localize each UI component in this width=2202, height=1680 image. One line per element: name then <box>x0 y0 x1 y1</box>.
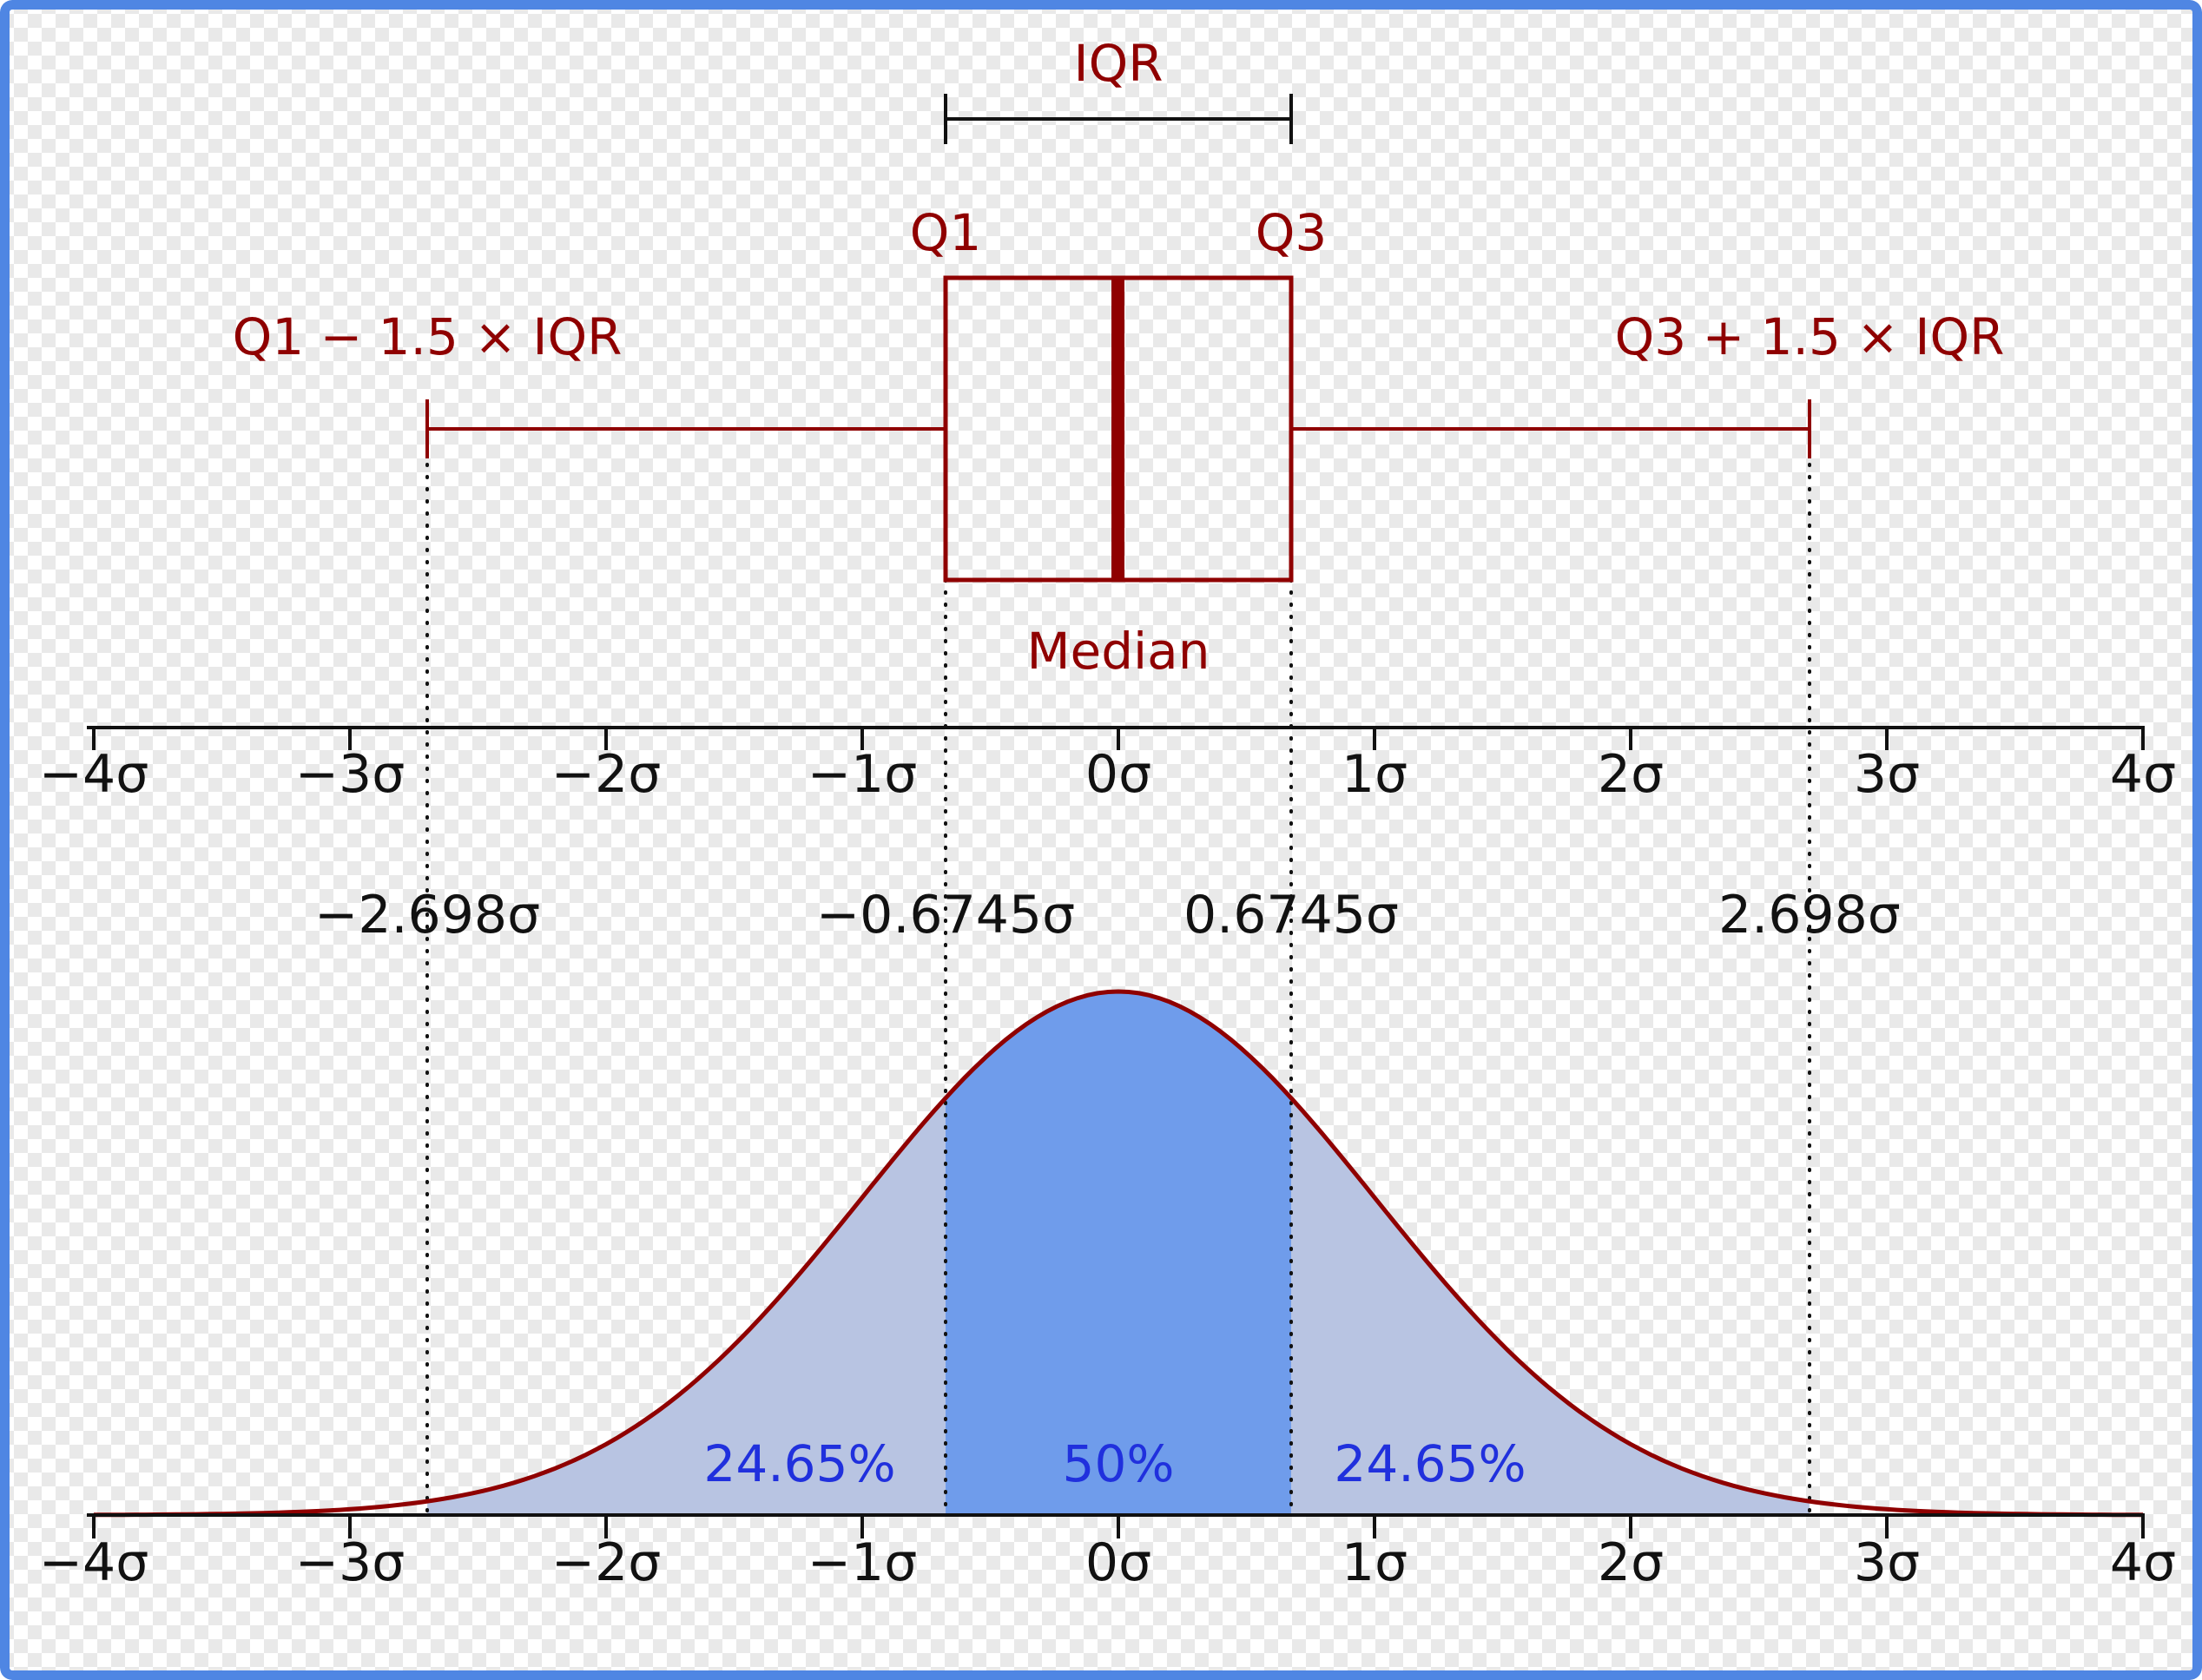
upper-axis-ticks <box>92 728 2145 750</box>
pdf-center-fill <box>946 992 1291 1515</box>
pdf-curve <box>94 989 2143 1518</box>
lower-axis-tick-label: −2σ <box>550 1532 662 1593</box>
lower-axis-tick-label: 2σ <box>1597 1532 1665 1593</box>
lower-axis-tick-label: 4σ <box>2109 1532 2177 1593</box>
upper-axis-tick-label: −1σ <box>807 744 918 805</box>
upper-axis-tick-label: 2σ <box>1597 744 1665 805</box>
left-tail-percent-label: 24.65% <box>703 1434 896 1493</box>
lower-axis <box>87 1513 2145 1538</box>
lower-fence-label: Q1 − 1.5 × IQR <box>232 307 623 366</box>
quantile-dotted-lines <box>425 463 1811 1517</box>
iqr-bracket <box>944 94 1293 144</box>
right-tail-percent-label: 24.65% <box>1334 1434 1526 1493</box>
lower-axis-tick-label: −4σ <box>38 1532 149 1593</box>
center-percent-label: 50% <box>1062 1434 1175 1493</box>
upper-axis-tick-label: −4σ <box>38 744 149 805</box>
q3-label: Q3 <box>1255 203 1328 262</box>
median-line <box>1111 278 1124 580</box>
upper-axis-tick-label: 4σ <box>2109 744 2177 805</box>
lower-axis-tick-label: 1σ <box>1341 1532 1408 1593</box>
lower-axis-ticks <box>92 1515 2145 1538</box>
quantile-label: 0.6745σ <box>1183 885 1399 945</box>
upper-axis-tick-label: −2σ <box>550 744 662 805</box>
quantile-label: −2.698σ <box>314 885 541 945</box>
upper-axis-tick-label: −3σ <box>294 744 405 805</box>
upper-axis-tick-label: 1σ <box>1341 744 1408 805</box>
upper-axis <box>87 726 2145 750</box>
quantile-label: −0.6745σ <box>815 885 1076 945</box>
quantile-label: 2.698σ <box>1718 885 1901 945</box>
lower-axis-tick-label: 0σ <box>1085 1532 1152 1593</box>
iqr-label: IQR <box>1073 34 1164 93</box>
median-label: Median <box>1026 622 1210 681</box>
upper-fence-label: Q3 + 1.5 × IQR <box>1614 307 2005 366</box>
upper-axis-tick-label: 0σ <box>1085 744 1152 805</box>
q1-label: Q1 <box>909 203 982 262</box>
pdf-left-tail-fill <box>427 1097 946 1515</box>
pdf-right-tail-fill <box>1290 1097 1810 1515</box>
lower-axis-tick-label: −1σ <box>807 1532 918 1593</box>
upper-axis-tick-label: 3σ <box>1853 744 1921 805</box>
boxplot-group <box>425 275 1811 583</box>
lower-axis-tick-label: −3σ <box>294 1532 405 1593</box>
lower-axis-tick-label: 3σ <box>1853 1532 1921 1593</box>
